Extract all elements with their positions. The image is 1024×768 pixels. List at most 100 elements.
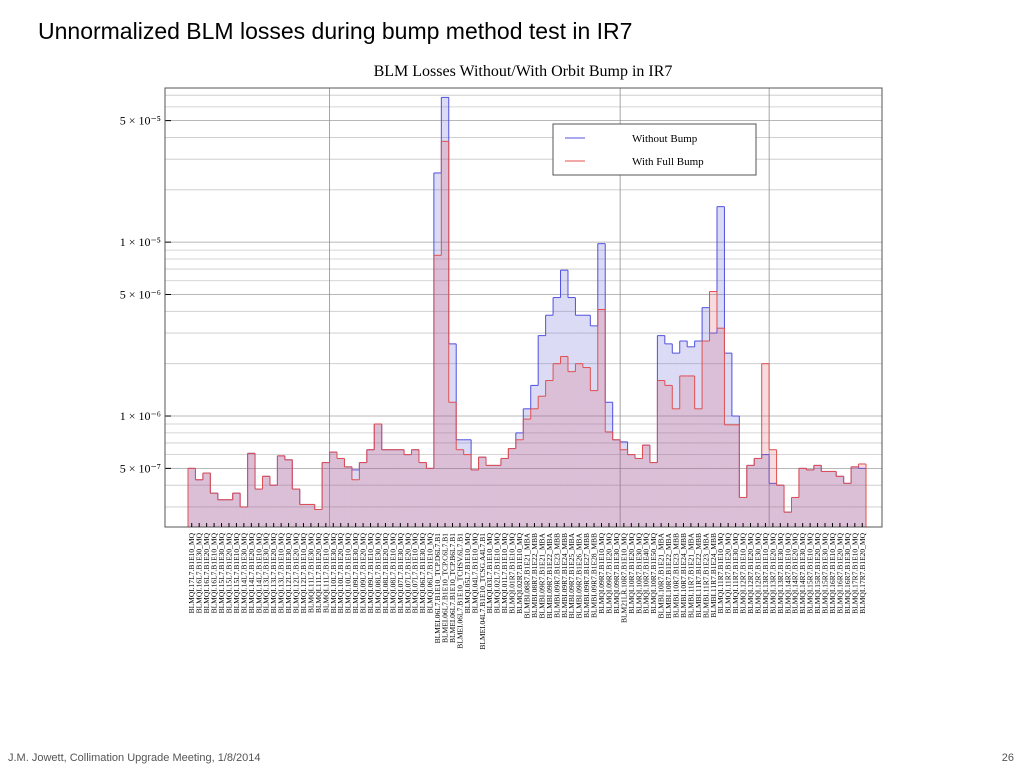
bar (761, 363, 770, 527)
bar (754, 458, 762, 527)
bar (396, 449, 405, 527)
bar (627, 454, 636, 527)
bar (843, 483, 852, 527)
bar (478, 457, 487, 527)
x-tick-label: BLMQI.05L7.B1E10_MQ (463, 532, 472, 613)
x-tick-label: BLMQI.03L7.B1E10_MQ (485, 532, 494, 613)
bar (620, 441, 628, 527)
x-tick-label: BLMQI.16R7.B1E10_MQ (828, 532, 837, 613)
bar (448, 343, 457, 527)
step-riser (187, 141, 867, 527)
bar (635, 458, 643, 527)
x-tick-label: BLMQI.01R7.B1E10_MQ (508, 532, 517, 613)
bar (411, 449, 419, 527)
bar (679, 375, 688, 527)
x-tick-label: BLMQI.16L7.B1E10_MQ (210, 532, 219, 613)
bar (508, 448, 516, 527)
x-tick-label: BLMEI.06L7.B1E10_TCP.D6L7.B1 (433, 533, 442, 644)
bar (605, 402, 613, 527)
legend-label: With Full Bump (632, 156, 704, 168)
bar (627, 454, 636, 527)
bar (784, 512, 792, 527)
bar (515, 432, 524, 527)
slide-title: Unnormalized BLM losses during bump meth… (38, 18, 633, 44)
bar (441, 141, 449, 527)
bar (277, 455, 285, 527)
bar (582, 315, 591, 527)
plot-frame (164, 87, 883, 528)
bar (567, 297, 576, 527)
bar (322, 462, 330, 527)
bar (456, 449, 464, 527)
bar (836, 476, 844, 527)
x-tick-label: BLMBI.09R7.B1E27_MBB (582, 533, 591, 618)
bar (195, 479, 203, 527)
bar (359, 462, 367, 527)
bar (337, 458, 345, 527)
x-tick-label: BLMQI.13R7.B1E10_MQ (761, 532, 770, 613)
bar (642, 445, 650, 527)
x-tick-label: BLMBI.09R7.B1E25_MBA (567, 532, 576, 618)
bar (761, 454, 770, 527)
bar (582, 367, 591, 527)
bar (709, 291, 717, 527)
bar (858, 468, 866, 527)
y-tick-label: 1 × 10⁻⁶ (120, 409, 161, 423)
x-tick-label: BLMQI.12L7.B1E30_MQ (284, 532, 293, 613)
bar (746, 465, 755, 527)
bar (575, 363, 583, 527)
x-tick-label: BLMQI.13L7.B1E20_MQ (269, 532, 278, 613)
x-tick-label: BLMQI.09R7.B1E10_MQ (597, 532, 606, 613)
bar (776, 485, 785, 527)
x-tick-label: BLMEI.06L7.B1E10_TCP.B6L7.B1 (448, 533, 457, 643)
bar (381, 449, 390, 527)
bar (672, 408, 680, 527)
bar (404, 454, 412, 527)
x-tick-label: BLMQI.15R7.B1E10_MQ (806, 532, 815, 613)
bar (716, 328, 725, 527)
bar (344, 466, 352, 527)
x-tick-label: BLMQI.07L7.B1E30_MQ (396, 532, 405, 613)
bar (851, 466, 859, 527)
bar (642, 445, 650, 527)
x-tick-label: BLMQI.17R7.B1E20_MQ (858, 532, 867, 613)
bar (329, 452, 338, 527)
bar (657, 380, 665, 527)
bar (821, 471, 829, 527)
x-tick-label: BLMQI.14L7.B1E10_MQ (254, 532, 263, 613)
bar (635, 458, 643, 527)
y-tick-label: 5 × 10⁻⁷ (120, 461, 161, 475)
x-tick-label: BLMQI.10R7.B1E40_MQ (642, 532, 651, 613)
x-tick-label: BLMQI.15L7.B1E30_MQ (217, 532, 226, 613)
bar (314, 509, 323, 527)
x-tick-label: BLMQI.11L7.B1E20_MQ (314, 532, 323, 613)
x-tick-label: BLMQI.13L7.B1E30_MQ (262, 532, 271, 613)
bar (769, 483, 777, 527)
x-tick-label: BLMQI.09L7.B1E30_MQ (351, 532, 360, 613)
x-tick-label: BLMQI.14L7.B1E20_MQ (247, 532, 256, 613)
x-tick-label: BLMQI.01L7.B1E10_MQ (500, 532, 509, 613)
bar (530, 385, 539, 527)
x-tick-label: BLMQI.13L7.B1E10_MQ (277, 532, 286, 613)
bar (225, 499, 233, 527)
bar (769, 449, 777, 527)
bar (255, 489, 263, 527)
bar (724, 424, 732, 527)
x-tick-label: BLMQI.04L7.B1E10_MQ (470, 532, 479, 613)
chart-title: BLM Losses Without/With Orbit Bump in IR… (374, 63, 673, 80)
bar (202, 473, 211, 527)
y-tick-label: 1 × 10⁻⁵ (120, 235, 161, 249)
bar (545, 380, 554, 527)
bar (269, 485, 278, 527)
bar (649, 462, 658, 527)
bar (240, 506, 248, 527)
footer: J.M. Jowett, Collimation Upgrade Meeting… (8, 752, 261, 764)
x-tick-label: BLMQI.14R7.B1E20_MQ (791, 532, 800, 613)
bar (337, 458, 345, 527)
bar (418, 462, 427, 527)
plot-bg (165, 88, 882, 527)
bar (471, 469, 479, 527)
bar (486, 465, 494, 527)
bar (620, 449, 628, 527)
bar (255, 489, 263, 527)
